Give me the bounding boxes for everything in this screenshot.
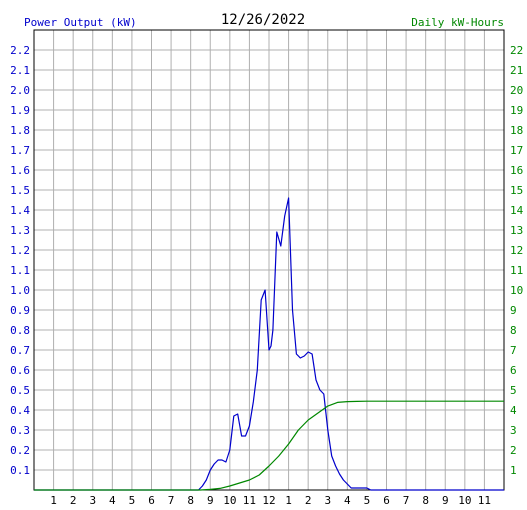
x-tick-label: 7 (403, 494, 410, 507)
right-tick-label: 3 (510, 424, 517, 437)
right-tick-label: 10 (510, 284, 523, 297)
right-tick-label: 11 (510, 264, 523, 277)
x-tick-label: 5 (364, 494, 371, 507)
right-tick-label: 12 (510, 244, 523, 257)
x-tick-label: 7 (168, 494, 175, 507)
left-tick-label: 1.3 (10, 224, 30, 237)
right-tick-label: 20 (510, 84, 523, 97)
right-tick-label: 15 (510, 184, 523, 197)
right-tick-label: 6 (510, 364, 517, 377)
left-tick-label: 0.7 (10, 344, 30, 357)
left-tick-label: 0.5 (10, 384, 30, 397)
x-tick-label: 10 (223, 494, 236, 507)
left-tick-label: 0.6 (10, 364, 30, 377)
plot-frame (33, 29, 505, 491)
x-tick-label: 6 (383, 494, 390, 507)
left-axis-label: Power Output (kW) (24, 16, 137, 29)
left-tick-label: 0.8 (10, 324, 30, 337)
x-tick-label: 1 (285, 494, 292, 507)
chart-title: 12/26/2022 (221, 12, 305, 28)
left-tick-label: 1.2 (10, 244, 30, 257)
left-tick-label: 1.5 (10, 184, 30, 197)
x-tick-label: 3 (324, 494, 331, 507)
x-tick-label: 4 (109, 494, 116, 507)
x-tick-label: 8 (422, 494, 429, 507)
right-tick-label: 1 (510, 464, 517, 477)
right-tick-label: 9 (510, 304, 517, 317)
right-axis-label: Daily kW-Hours (411, 16, 504, 29)
power-series-line (34, 197, 504, 491)
right-tick-label: 7 (510, 344, 517, 357)
left-tick-label: 0.9 (10, 304, 30, 317)
x-tick-label: 3 (89, 494, 96, 507)
right-tick-label: 19 (510, 104, 523, 117)
right-tick-label: 8 (510, 324, 517, 337)
right-tick-label: 18 (510, 124, 523, 137)
left-tick-label: 1.7 (10, 144, 30, 157)
x-tick-label: 12 (262, 494, 275, 507)
left-tick-label: 0.2 (10, 444, 30, 457)
x-tick-label: 1 (50, 494, 57, 507)
right-tick-label: 13 (510, 224, 523, 237)
left-tick-label: 0.1 (10, 464, 30, 477)
right-tick-label: 22 (510, 44, 523, 57)
x-tick-label: 10 (458, 494, 471, 507)
left-tick-label: 1.8 (10, 124, 30, 137)
x-tick-label: 9 (442, 494, 449, 507)
left-tick-label: 2.2 (10, 44, 30, 57)
right-tick-label: 4 (510, 404, 517, 417)
x-tick-label: 11 (478, 494, 491, 507)
right-tick-label: 21 (510, 64, 523, 77)
energy-series-line (34, 400, 504, 491)
x-tick-label: 2 (70, 494, 77, 507)
x-axis-ticks: 1 2 3 4 5 6 7 8 9 10 11 12 1 2 3 4 5 6 7 8 9 10 11 (50, 494, 491, 507)
right-tick-label: 17 (510, 144, 523, 157)
left-tick-label: 2.1 (10, 64, 30, 77)
x-tick-label: 9 (207, 494, 214, 507)
left-axis-ticks: 0.1 0.2 0.3 0.4 0.5 0.6 0.7 0.8 0.9 1.0 1.1 1.2 1.3 1… (10, 44, 30, 477)
x-tick-label: 5 (129, 494, 136, 507)
x-tick-label: 4 (344, 494, 351, 507)
right-tick-label: 16 (510, 164, 523, 177)
x-tick-label: 11 (243, 494, 256, 507)
x-tick-label: 6 (148, 494, 155, 507)
left-tick-label: 1.6 (10, 164, 30, 177)
x-tick-label: 2 (305, 494, 312, 507)
left-tick-label: 1.1 (10, 264, 30, 277)
left-tick-label: 0.4 (10, 404, 30, 417)
grid-lines (34, 30, 504, 490)
left-tick-label: 1.9 (10, 104, 30, 117)
x-tick-label: 8 (187, 494, 194, 507)
left-tick-label: 2.0 (10, 84, 30, 97)
left-tick-label: 0.3 (10, 424, 30, 437)
right-tick-label: 5 (510, 384, 517, 397)
left-tick-label: 1.4 (10, 204, 30, 217)
right-tick-label: 14 (510, 204, 524, 217)
series-lines (34, 197, 504, 491)
right-tick-label: 2 (510, 444, 517, 457)
left-tick-label: 1.0 (10, 284, 30, 297)
